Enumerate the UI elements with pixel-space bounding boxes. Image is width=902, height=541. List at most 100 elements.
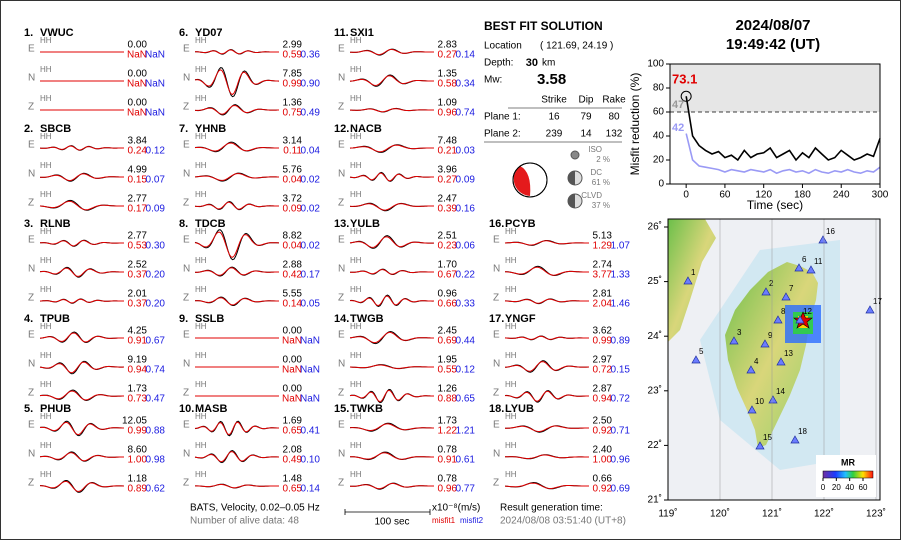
map-y-label: 24˚ (648, 330, 662, 342)
misfit2: 1.46 (611, 299, 631, 310)
misfit1: 0.67 (438, 270, 458, 281)
x-tick-label: 0 (683, 190, 689, 201)
synthetic-trace (39, 200, 124, 211)
station-label: 4 (754, 357, 759, 366)
y-tick-label: 100 (647, 59, 664, 70)
component: E (338, 235, 345, 246)
time: 19:49:42 (UT) (726, 36, 820, 53)
component: E (28, 330, 35, 341)
map-x-label: 121˚ (762, 508, 782, 520)
amplitude: 2.87 (593, 384, 613, 395)
synthetic-trace (505, 335, 589, 340)
amplitude: 4.25 (128, 326, 148, 337)
component: E (28, 420, 35, 431)
amplitude: 2.52 (128, 260, 148, 271)
band: HH (40, 412, 52, 421)
misfit2: NaN (145, 50, 165, 61)
misfit1: 0.96 (438, 108, 458, 119)
synthetic-trace (349, 203, 434, 211)
synthetic-trace (349, 364, 434, 369)
component: N (183, 264, 190, 275)
station-label: 10 (755, 397, 764, 406)
amplitude: 2.81 (593, 289, 613, 300)
amplitude: 2.88 (283, 260, 303, 271)
component: N (28, 73, 35, 84)
misfit2: 0.62 (146, 484, 166, 495)
footer-text: Result generation time: (500, 503, 603, 514)
station-label: 1 (691, 268, 696, 277)
synthetic-trace (504, 361, 589, 372)
component-icon (570, 150, 580, 160)
amplitude: 2.50 (593, 416, 613, 427)
misfit1: 0.04 (283, 175, 303, 186)
misfit1: 0.58 (438, 79, 458, 90)
synthetic-trace (350, 483, 434, 490)
band: HH (195, 470, 207, 479)
misfit2: 0.98 (146, 455, 166, 466)
plot-frame (669, 63, 881, 185)
unit-label: x10⁻⁸(m/s) (432, 503, 480, 514)
station-marker (747, 405, 757, 414)
component: N (493, 449, 500, 460)
band: HH (40, 65, 52, 74)
station-name: YD07 (195, 27, 223, 39)
station-number: 16. (489, 218, 504, 230)
amplitude: 0.00 (128, 98, 148, 109)
x-tick-label: 60 (719, 190, 731, 201)
synthetic-trace (194, 173, 279, 181)
label: Mw: (484, 75, 502, 86)
amplitude: 3.84 (128, 136, 148, 147)
misfit2: NaN (145, 108, 165, 119)
misfit1: NaN (127, 108, 147, 119)
band: HH (40, 380, 52, 389)
misfit1: 0.65 (283, 426, 303, 437)
misfit1: 0.75 (283, 108, 303, 119)
misfit1: 0.99 (593, 336, 613, 347)
footer-text: BATS, Velocity, 0.02–0.05 Hz (190, 503, 320, 514)
misfit2: 0.03 (456, 146, 476, 157)
synthetic-trace (194, 421, 279, 436)
amplitude: 1.36 (283, 98, 303, 109)
misfit1: 0.27 (438, 50, 458, 61)
misfit2: 0.10 (301, 455, 321, 466)
station-label: 14 (776, 387, 785, 396)
band: HH (350, 322, 362, 331)
y-axis-label: Misfit reduction (%) (628, 73, 642, 176)
station-number: 1. (24, 27, 33, 39)
station-number: 5. (24, 403, 33, 415)
misfit2: 0.17 (301, 270, 321, 281)
misfit1: 0.37 (128, 299, 148, 310)
band: HH (505, 380, 517, 389)
misfit2: 0.67 (146, 336, 166, 347)
misfit2: 0.69 (611, 484, 631, 495)
component: E (493, 420, 500, 431)
band: HH (350, 380, 362, 389)
y-tick-label: 80 (653, 83, 665, 94)
station-label: 3 (737, 328, 742, 337)
station-marker (729, 336, 739, 345)
misfit2: 0.77 (456, 484, 476, 495)
band: HH (505, 470, 517, 479)
component-name: ISO (588, 145, 602, 154)
misfit2: 0.15 (611, 365, 631, 376)
component: E (338, 140, 345, 151)
y-tick-label: 20 (653, 155, 665, 166)
misfit1: 0.91 (438, 455, 458, 466)
band: HH (505, 351, 517, 360)
misfit1: 3.77 (593, 270, 613, 281)
component: E (28, 235, 35, 246)
component: E (338, 420, 345, 431)
synthetic-trace (195, 484, 279, 489)
beachball-outline (512, 162, 548, 198)
band: HH (40, 227, 52, 236)
misfit1: 0.94 (128, 365, 148, 376)
amplitude: 2.47 (438, 194, 458, 205)
misfit1: 0.99 (283, 79, 303, 90)
scale-bar (344, 509, 431, 515)
synthetic-trace (194, 69, 280, 96)
x-tick-label: 300 (872, 190, 889, 201)
station-label: 11 (814, 257, 823, 266)
map-x-label: 122˚ (814, 508, 834, 520)
amplitude: 5.76 (283, 165, 303, 176)
synthetic-trace (504, 482, 589, 489)
